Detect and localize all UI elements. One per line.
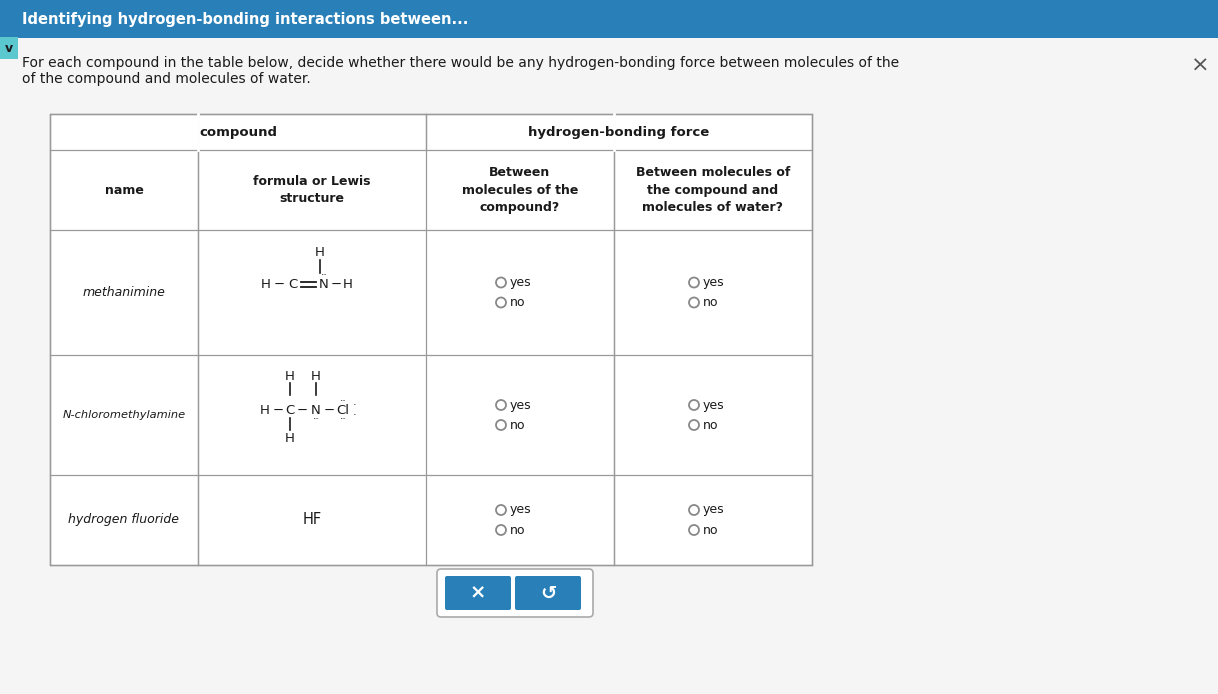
Text: H: H bbox=[343, 278, 353, 291]
FancyBboxPatch shape bbox=[445, 576, 512, 610]
Text: hydrogen fluoride: hydrogen fluoride bbox=[68, 514, 179, 527]
Text: Between molecules of
the compound and
molecules of water?: Between molecules of the compound and mo… bbox=[636, 167, 790, 214]
Text: no: no bbox=[703, 418, 719, 432]
Text: ··: ·· bbox=[320, 271, 328, 280]
Text: ×: × bbox=[1191, 56, 1209, 76]
Text: Identifying hydrogen-bonding interactions between...: Identifying hydrogen-bonding interaction… bbox=[22, 12, 469, 26]
Text: name: name bbox=[105, 183, 144, 196]
Text: H: H bbox=[261, 278, 270, 291]
Text: C: C bbox=[285, 403, 295, 416]
Text: yes: yes bbox=[510, 398, 531, 412]
Text: ×: × bbox=[470, 584, 486, 602]
Text: yes: yes bbox=[510, 276, 531, 289]
FancyBboxPatch shape bbox=[50, 114, 812, 565]
Text: −: − bbox=[273, 403, 284, 416]
Text: ↺: ↺ bbox=[540, 584, 557, 602]
FancyBboxPatch shape bbox=[0, 37, 18, 59]
Text: N: N bbox=[311, 403, 320, 416]
Text: no: no bbox=[703, 523, 719, 536]
Text: no: no bbox=[510, 296, 525, 309]
Text: −: − bbox=[273, 278, 285, 291]
FancyBboxPatch shape bbox=[437, 569, 593, 617]
Text: H: H bbox=[311, 369, 320, 382]
Text: H: H bbox=[315, 246, 325, 259]
Text: hydrogen-bonding force: hydrogen-bonding force bbox=[529, 126, 710, 139]
Text: N: N bbox=[319, 278, 329, 291]
FancyBboxPatch shape bbox=[0, 38, 1218, 694]
Text: v: v bbox=[5, 42, 13, 55]
Text: H: H bbox=[285, 432, 295, 446]
Text: ··: ·· bbox=[340, 396, 346, 406]
Text: −: − bbox=[296, 403, 308, 416]
Text: −: − bbox=[330, 278, 341, 291]
Text: Cl: Cl bbox=[336, 403, 350, 416]
Text: no: no bbox=[510, 523, 525, 536]
Text: of the compound and molecules of water.: of the compound and molecules of water. bbox=[22, 72, 311, 86]
Text: yes: yes bbox=[703, 398, 725, 412]
Text: ·: · bbox=[353, 410, 357, 420]
Text: ··: ·· bbox=[313, 414, 319, 424]
Text: HF: HF bbox=[302, 512, 322, 527]
Text: −: − bbox=[324, 403, 335, 416]
Text: yes: yes bbox=[703, 276, 725, 289]
Text: For each compound in the table below, decide whether there would be any hydrogen: For each compound in the table below, de… bbox=[22, 56, 899, 70]
Text: no: no bbox=[703, 296, 719, 309]
FancyBboxPatch shape bbox=[0, 0, 1218, 38]
Text: ·: · bbox=[353, 400, 357, 410]
Text: N-chloromethylamine: N-chloromethylamine bbox=[62, 410, 185, 420]
Text: compound: compound bbox=[199, 126, 276, 139]
Text: C: C bbox=[289, 278, 297, 291]
Text: ··: ·· bbox=[340, 414, 346, 424]
Text: methanimine: methanimine bbox=[83, 286, 166, 299]
Text: yes: yes bbox=[703, 504, 725, 516]
Text: Between
molecules of the
compound?: Between molecules of the compound? bbox=[462, 167, 579, 214]
FancyBboxPatch shape bbox=[515, 576, 581, 610]
Text: H: H bbox=[285, 369, 295, 382]
Text: yes: yes bbox=[510, 504, 531, 516]
Text: no: no bbox=[510, 418, 525, 432]
Text: H: H bbox=[261, 403, 270, 416]
Text: formula or Lewis
structure: formula or Lewis structure bbox=[253, 175, 370, 205]
